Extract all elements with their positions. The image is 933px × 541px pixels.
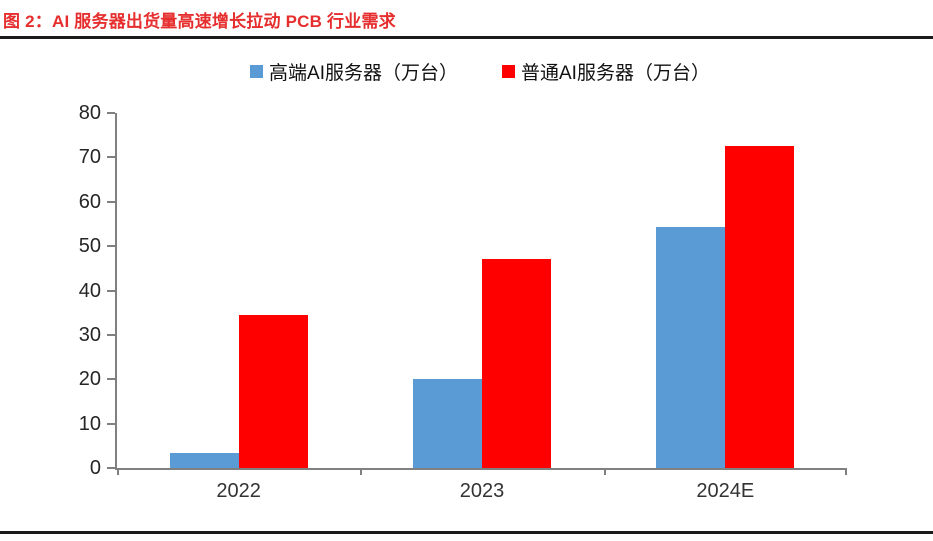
y-axis-tick xyxy=(107,333,115,336)
bar-normal-2023 xyxy=(481,259,551,468)
x-axis-label-2022: 2022 xyxy=(216,480,261,502)
y-axis-tick-label: 60 xyxy=(78,190,101,213)
bar-highend-2022 xyxy=(169,452,239,468)
y-axis-tick xyxy=(107,467,115,469)
bar-group-2023 xyxy=(360,113,603,468)
legend-label-highend-ai-server: 高端AI服务器（万台） xyxy=(269,63,458,84)
bottom-divider-line xyxy=(0,531,933,534)
y-axis-tick-label: 10 xyxy=(78,412,101,435)
y-axis-tick xyxy=(107,289,115,292)
legend-label-normal-ai-server: 普通AI服务器（万台） xyxy=(521,63,710,84)
y-axis-tick-label: 80 xyxy=(78,102,101,124)
y-axis-tick-label: 70 xyxy=(78,146,101,169)
y-axis-tick-label: 40 xyxy=(78,279,101,302)
bar-group-2024E xyxy=(604,113,847,468)
y-axis-tick-label: 30 xyxy=(78,323,101,346)
chart-legend: 高端AI服务器（万台） 普通AI服务器（万台） xyxy=(115,58,845,85)
bar-highend-2023 xyxy=(412,379,482,468)
plot-area: 0 10 20 30 40 50 60 70 80 2022 2023 2024E xyxy=(79,102,847,502)
x-axis-tick xyxy=(604,468,606,475)
legend-swatch-blue-icon xyxy=(250,65,264,78)
x-axis-label-2024E: 2024E xyxy=(696,480,755,502)
title-divider-line xyxy=(0,36,933,39)
legend-item-highend-ai-server: 高端AI服务器（万台） xyxy=(250,58,458,85)
y-axis-tick xyxy=(107,200,115,203)
y-axis-tick xyxy=(107,156,115,159)
y-axis-tick-label: 20 xyxy=(78,368,101,391)
y-axis-tick-label: 50 xyxy=(78,235,101,258)
legend-swatch-red-icon xyxy=(502,65,515,78)
y-axis-tick xyxy=(107,422,115,425)
x-axis-tick xyxy=(117,468,119,475)
x-axis-tick xyxy=(845,468,847,475)
x-axis-tick xyxy=(360,468,362,475)
bar-group-2022 xyxy=(117,113,360,468)
legend-item-normal-ai-server: 普通AI服务器（万台） xyxy=(502,58,710,85)
y-axis-tick xyxy=(107,112,115,114)
bar-normal-2024E xyxy=(725,146,795,468)
x-axis-label-2023: 2023 xyxy=(459,480,505,502)
figure-title: 图 2：AI 服务器出货量高速增长拉动 PCB 行业需求 xyxy=(3,12,396,31)
bar-normal-2022 xyxy=(238,314,308,468)
bar-highend-2024E xyxy=(656,227,726,468)
y-axis-tick-label: 0 xyxy=(89,457,101,479)
y-axis-tick xyxy=(107,245,115,248)
y-axis-tick xyxy=(107,378,115,381)
